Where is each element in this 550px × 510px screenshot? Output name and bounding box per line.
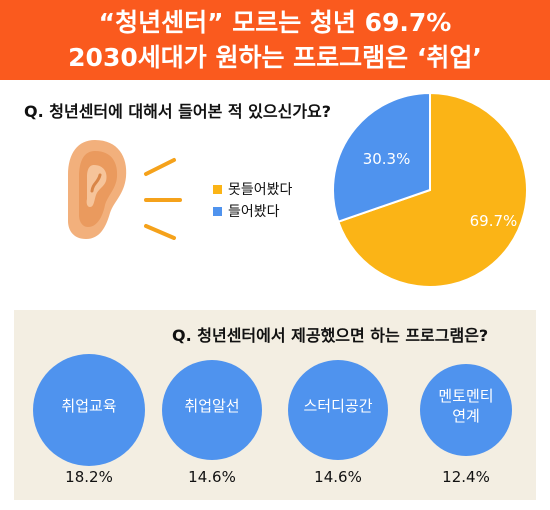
program-bubble xyxy=(287,359,389,461)
sound-waves-icon xyxy=(144,158,182,240)
program-bubble xyxy=(161,359,263,461)
pie-legend: 못들어봤다 들어봤다 xyxy=(213,178,292,222)
legend-swatch-blue xyxy=(213,206,222,216)
legend-label: 못들어봤다 xyxy=(228,182,293,198)
pie-slice-heard xyxy=(332,91,431,223)
pie-slice-not-heard xyxy=(337,91,528,288)
program-bubble xyxy=(419,363,513,457)
program-bubble-label: 멘토멘티 연계 xyxy=(438,387,494,425)
program-percent-label: 14.6% xyxy=(188,468,236,486)
program-bubble-label: 취업알선 xyxy=(184,397,240,415)
legend-item: 못들어봤다 xyxy=(213,178,292,200)
program-percent-label: 14.6% xyxy=(314,468,362,486)
program-bubble-label: 스터디공간 xyxy=(303,397,373,415)
question-2: Q. 청년센터에서 제공했으면 하는 프로그램은? xyxy=(172,326,489,345)
program-bubble-label: 취업교육 xyxy=(61,397,117,415)
legend-label: 들어봤다 xyxy=(228,204,280,220)
ear-icon xyxy=(68,140,127,239)
headline-line-2: 2030세대가 원하는 프로그램은 ‘취업’ xyxy=(68,43,482,72)
legend-item: 들어봤다 xyxy=(213,200,292,222)
pie-value-label: 69.7% xyxy=(470,212,518,230)
program-percent-label: 12.4% xyxy=(442,468,490,486)
program-bubble xyxy=(33,354,145,466)
pie-value-label: 30.3% xyxy=(363,150,411,168)
legend-swatch-yellow xyxy=(213,184,222,194)
header-banner: “청년센터” 모르는 청년 69.7% 2030세대가 원하는 프로그램은 ‘취… xyxy=(0,0,550,80)
question-1: Q. 청년센터에 대해서 들어본 적 있으신가요? xyxy=(24,102,332,121)
pie-chart: 69.7% 30.3% xyxy=(332,91,528,288)
program-percent-label: 18.2% xyxy=(65,468,113,486)
headline-line-1: “청년센터” 모르는 청년 69.7% xyxy=(98,8,452,37)
